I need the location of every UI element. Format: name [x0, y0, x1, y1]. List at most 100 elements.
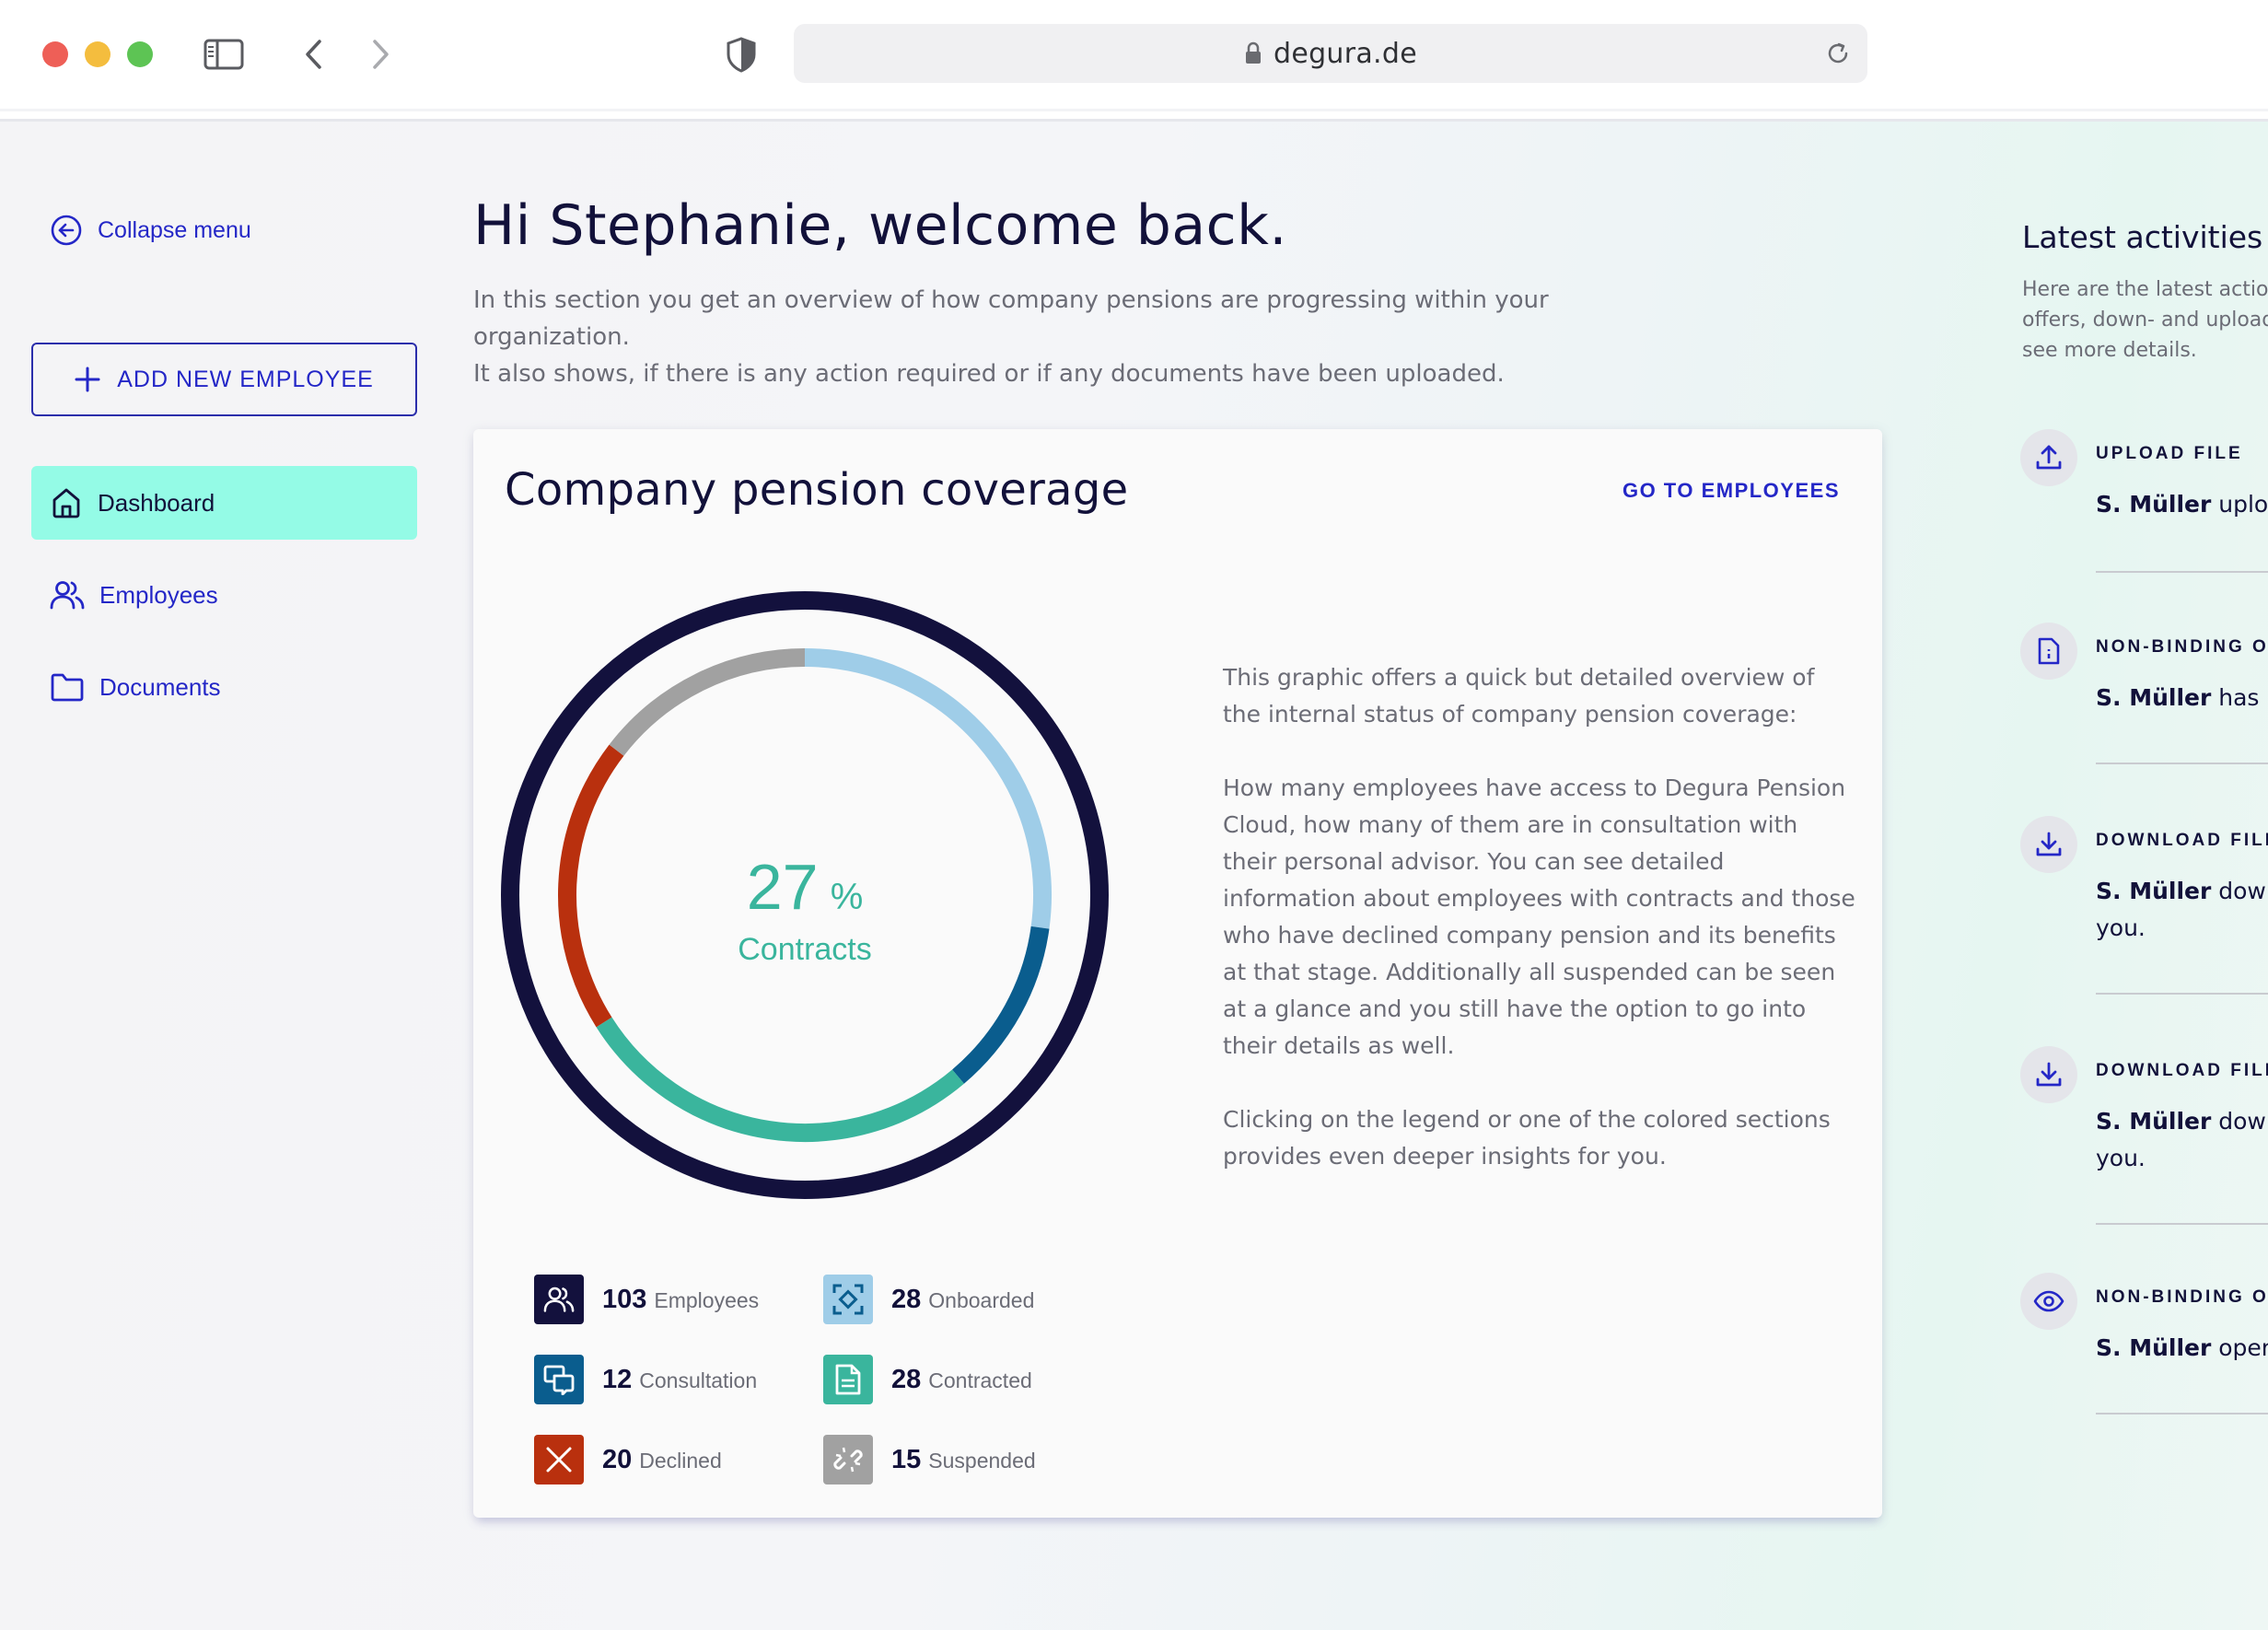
donut-segment-onboarded[interactable]	[804, 648, 1052, 929]
legend-label: Contracted	[928, 1368, 1032, 1392]
legend-value: 28	[891, 1364, 922, 1394]
activity-text: S. Müller downloaded you.	[2096, 873, 2268, 947]
intro-line: It also shows, if there is any action re…	[473, 360, 1505, 388]
sidebar-item-label: Dashboard	[98, 488, 215, 517]
activity-divider	[2096, 1413, 2268, 1415]
donut-segment-consultation[interactable]	[952, 926, 1050, 1084]
activity-text: S. Müller opened	[2096, 1330, 2268, 1367]
activity-text: S. Müller uploaded	[2096, 486, 2268, 523]
activity-type: UPLOAD FILE	[2096, 444, 2243, 463]
activity-divider	[2096, 1223, 2268, 1225]
outer-ring-employees[interactable]	[501, 591, 1109, 1199]
activity-divider	[2096, 763, 2268, 764]
legend-label: Suspended	[928, 1448, 1036, 1473]
sidebar-item-documents[interactable]: Documents	[31, 650, 417, 724]
reload-icon[interactable]	[1823, 39, 1853, 68]
download-icon	[2020, 816, 2077, 873]
description-paragraph: Clicking on the legend or one of the col…	[1223, 1106, 1831, 1170]
add-new-employee-button[interactable]: ADD NEW EMPLOYEE	[31, 343, 417, 416]
activity-description: opened	[2218, 1334, 2268, 1361]
sidebar-item-dashboard[interactable]: Dashboard	[31, 466, 417, 540]
coverage-donut-chart: 27 % Contracts	[501, 591, 1109, 1199]
folder-icon	[51, 673, 84, 702]
intro-line: In this section you get an overview of h…	[473, 286, 1549, 351]
activity-divider	[2096, 993, 2268, 995]
collapse-menu-label: Collapse menu	[98, 216, 251, 243]
sidebar-item-label: Documents	[99, 672, 221, 701]
close-icon	[534, 1435, 584, 1484]
activity-description-line2: you.	[2096, 1145, 2146, 1171]
sidebar-toggle-icon[interactable]	[203, 33, 245, 76]
page-intro: In this section you get an overview of h…	[473, 282, 1689, 392]
collapse-menu-button[interactable]: Collapse menu	[50, 214, 251, 247]
activities-subtitle-line: see more details.	[2022, 339, 2197, 362]
go-to-employees-link[interactable]: GO TO EMPLOYEES	[1622, 479, 1840, 502]
arrow-left-circle-icon	[51, 215, 82, 246]
activity-divider	[2096, 571, 2268, 573]
legend-label: Declined	[639, 1448, 722, 1473]
activity-user: S. Müller	[2096, 684, 2212, 711]
sidebar-item-employees[interactable]: Employees	[31, 558, 417, 632]
legend-value: 103	[602, 1284, 647, 1314]
upload-icon	[2020, 429, 2077, 486]
center-label: Contracts	[738, 932, 872, 967]
add-new-employee-label: ADD NEW EMPLOYEE	[117, 366, 374, 392]
home-icon	[52, 488, 80, 518]
address-bar[interactable]: degura.de	[794, 24, 1867, 83]
legend-value: 20	[602, 1444, 633, 1474]
users-icon	[50, 581, 85, 610]
description-paragraph: This graphic offers a quick but detailed…	[1223, 664, 1815, 728]
center-value: 27	[747, 851, 819, 923]
download-icon	[2020, 1046, 2077, 1103]
activity-description: downloaded	[2218, 878, 2268, 904]
users-icon	[534, 1275, 584, 1324]
donut-segment-contracted[interactable]	[596, 1017, 964, 1142]
svg-text:27 %: 27 %	[747, 851, 864, 923]
activity-type: NON-BINDING OFFER	[2096, 1287, 2268, 1307]
legend-contracted[interactable]: 28 Contracted	[823, 1355, 1032, 1404]
legend-declined[interactable]: 20 Declined	[534, 1435, 722, 1484]
activities-subtitle: Here are the latest actions offers, down…	[2022, 274, 2268, 366]
url-text: degura.de	[1273, 37, 1417, 70]
activities-title: Latest activities	[2022, 219, 2263, 255]
activity-item[interactable]: NON-BINDING OFFER S. Müller opened	[2020, 1273, 2268, 1420]
minimize-window-button[interactable]	[85, 41, 110, 67]
close-window-button[interactable]	[42, 41, 68, 67]
legend-label: Onboarded	[928, 1287, 1035, 1312]
legend-value: 28	[891, 1284, 922, 1314]
activity-type: DOWNLOAD FILE	[2096, 1061, 2268, 1080]
activity-user: S. Müller	[2096, 1334, 2212, 1361]
activity-description: uploaded	[2218, 491, 2268, 518]
activity-item[interactable]: UPLOAD FILE S. Müller uploaded	[2020, 429, 2268, 576]
legend-onboarded[interactable]: 28 Onboarded	[823, 1275, 1034, 1324]
back-arrow-icon[interactable]	[293, 33, 335, 76]
activity-description: has received	[2218, 684, 2268, 711]
legend-employees[interactable]: 103 Employees	[534, 1275, 759, 1324]
activity-item[interactable]: DOWNLOAD FILE S. Müller downloaded you.	[2020, 816, 2268, 1000]
forward-arrow-icon[interactable]	[359, 33, 401, 76]
chat-icon	[534, 1355, 584, 1404]
maximize-window-button[interactable]	[127, 41, 153, 67]
legend-consultation[interactable]: 12 Consultation	[534, 1355, 757, 1404]
activity-item[interactable]: NON-BINDING OFFER S. Müller has received	[2020, 623, 2268, 770]
donut-segment-declined[interactable]	[558, 744, 624, 1028]
legend-label: Employees	[654, 1287, 760, 1312]
activity-text: S. Müller has received	[2096, 680, 2268, 716]
activity-user: S. Müller	[2096, 491, 2212, 518]
activity-user: S. Müller	[2096, 1108, 2212, 1135]
shield-icon[interactable]	[720, 33, 762, 76]
document-icon	[2020, 623, 2077, 680]
activities-subtitle-line: Here are the latest actions	[2022, 278, 2268, 301]
sidebar-item-label: Employees	[99, 580, 218, 609]
eye-icon	[2020, 1273, 2077, 1330]
donut-segment-suspended[interactable]	[609, 648, 806, 756]
broken-link-icon	[823, 1435, 873, 1484]
activity-item[interactable]: DOWNLOAD FILE S. Müller downloaded you.	[2020, 1046, 2268, 1230]
document-icon	[823, 1355, 873, 1404]
legend-suspended[interactable]: 15 Suspended	[823, 1435, 1036, 1484]
activity-type: DOWNLOAD FILE	[2096, 831, 2268, 850]
activity-type: NON-BINDING OFFER	[2096, 637, 2268, 657]
browser-chrome: degura.de	[0, 0, 2268, 122]
activity-user: S. Müller	[2096, 878, 2212, 904]
center-unit: %	[831, 877, 864, 917]
